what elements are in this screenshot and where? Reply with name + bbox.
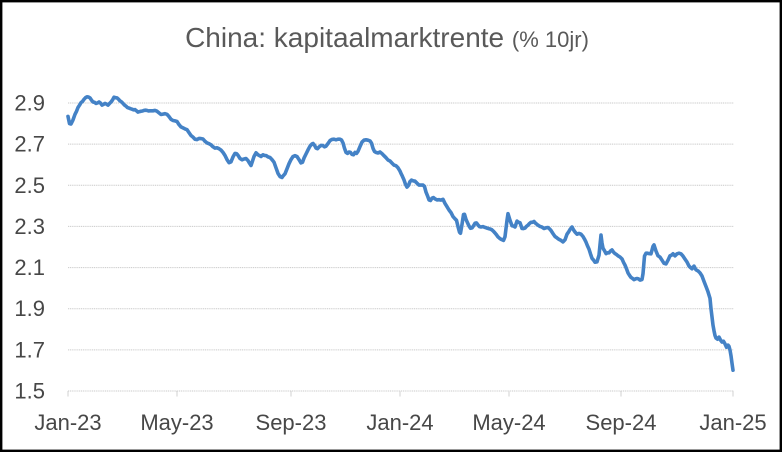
svg-text:1.9: 1.9 (14, 296, 45, 321)
svg-text:Jan-23: Jan-23 (34, 410, 101, 435)
svg-text:China: kapitaalmarktrente (% 1: China: kapitaalmarktrente (% 10jr) (185, 22, 589, 53)
svg-text:2.1: 2.1 (14, 255, 45, 280)
svg-text:1.7: 1.7 (14, 337, 45, 362)
svg-text:Jan-25: Jan-25 (699, 410, 766, 435)
svg-text:May-24: May-24 (472, 410, 545, 435)
svg-text:1.5: 1.5 (14, 379, 45, 404)
svg-text:2.9: 2.9 (14, 91, 45, 116)
svg-text:2.3: 2.3 (14, 214, 45, 239)
svg-text:2.5: 2.5 (14, 173, 45, 198)
svg-text:Sep-23: Sep-23 (256, 410, 327, 435)
svg-text:Sep-24: Sep-24 (586, 410, 657, 435)
svg-text:Jan-24: Jan-24 (366, 410, 433, 435)
svg-text:May-23: May-23 (140, 410, 213, 435)
svg-text:2.7: 2.7 (14, 132, 45, 157)
